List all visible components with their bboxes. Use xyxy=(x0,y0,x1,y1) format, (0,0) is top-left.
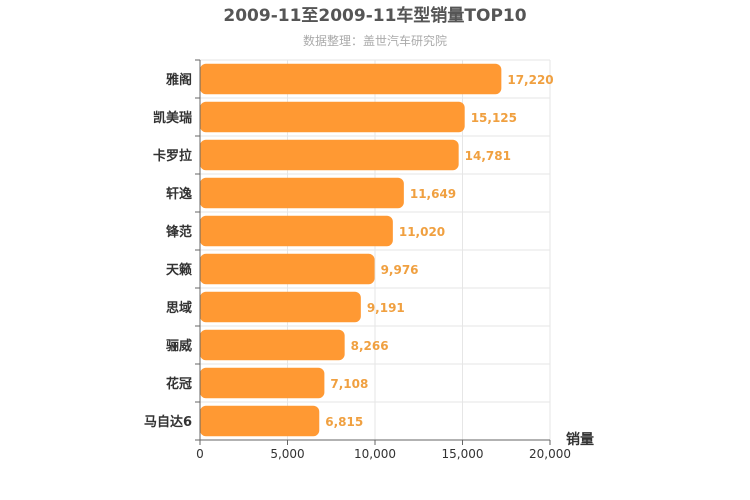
bar xyxy=(200,177,404,209)
data-label: 11,020 xyxy=(399,225,445,239)
data-label: 6,815 xyxy=(325,415,363,429)
category-label: 雅阁 xyxy=(166,72,192,88)
bar xyxy=(200,63,502,95)
bar xyxy=(200,139,459,171)
category-label: 马自达6 xyxy=(144,414,192,430)
bar xyxy=(200,101,465,133)
data-label: 7,108 xyxy=(330,377,368,391)
data-label: 17,220 xyxy=(507,73,553,87)
bars: 17,220 15,125 14,781 11,649 11,020 9,976 9,191… xyxy=(200,63,554,437)
data-label: 8,266 xyxy=(351,339,389,353)
bar xyxy=(200,329,345,361)
category-label: 卡罗拉 xyxy=(153,148,192,164)
x-tick-label: 5,000 xyxy=(270,447,304,461)
category-label: 思域 xyxy=(166,300,192,316)
x-tick-label: 20,000 xyxy=(529,447,571,461)
bar xyxy=(200,405,320,437)
bar xyxy=(200,215,393,247)
x-tick-label: 0 xyxy=(196,447,204,461)
data-label: 9,976 xyxy=(381,263,419,277)
x-axis-title: 销量 xyxy=(566,431,594,448)
chart-subtitle: 数据整理：盖世汽车研究院 xyxy=(303,33,447,48)
data-label: 9,191 xyxy=(367,301,405,315)
category-label: 锋范 xyxy=(166,224,192,240)
bar xyxy=(200,291,361,323)
data-label: 15,125 xyxy=(471,111,517,125)
chart-title: 2009-11至2009-11车型销量TOP10 xyxy=(223,5,526,26)
data-label: 14,781 xyxy=(465,149,511,163)
x-tick-label: 15,000 xyxy=(442,447,484,461)
bar xyxy=(200,367,325,399)
category-label: 凯美瑞 xyxy=(153,110,192,126)
category-label: 轩逸 xyxy=(166,186,192,202)
x-tick-label: 10,000 xyxy=(354,447,396,461)
category-label: 天籁 xyxy=(166,262,192,278)
data-label: 11,649 xyxy=(410,187,456,201)
category-label: 花冠 xyxy=(166,376,192,392)
bar xyxy=(200,253,375,285)
grid-lines xyxy=(200,59,551,441)
category-label: 骊威 xyxy=(166,338,192,354)
